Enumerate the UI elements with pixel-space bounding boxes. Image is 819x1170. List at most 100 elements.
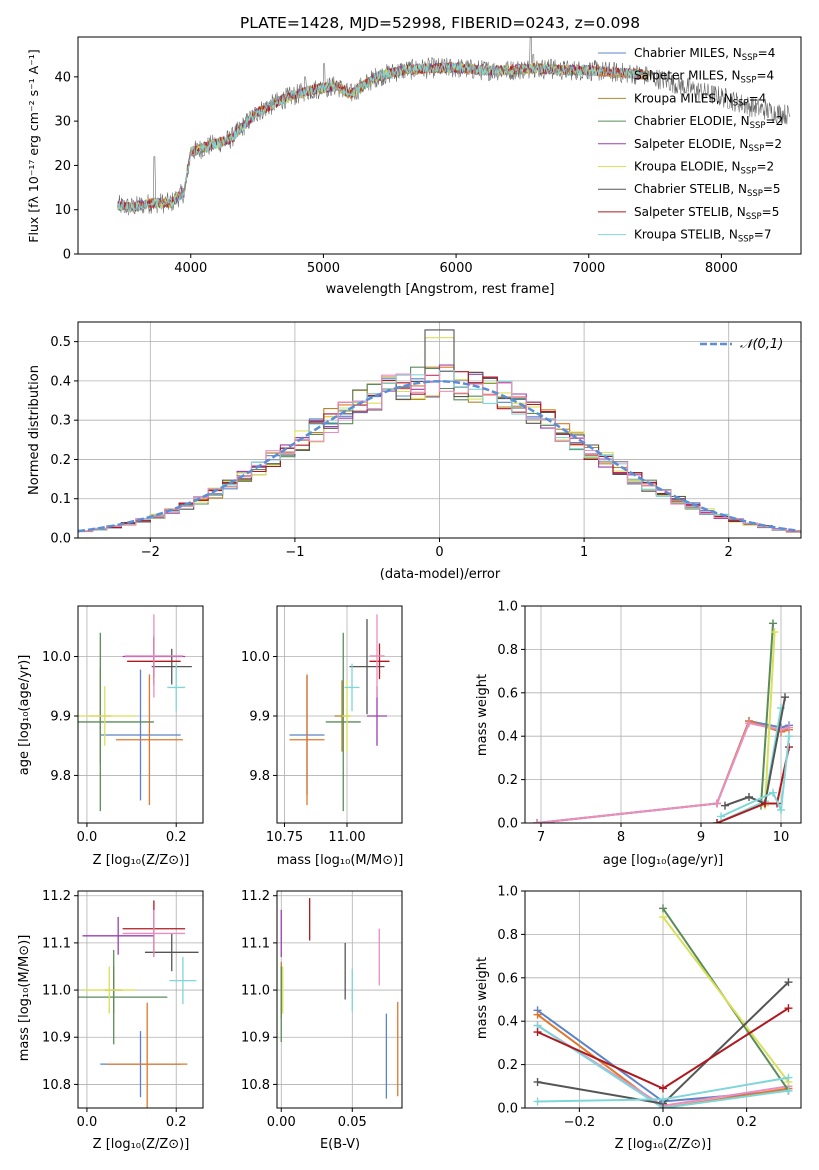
normal-curve-legend-label: 𝒩(0,1) — [740, 337, 783, 352]
legend-subscript: SSP — [747, 189, 763, 199]
y-tick-label: 0.4 — [497, 1015, 518, 1030]
y-tick-label: 0.0 — [497, 1102, 518, 1117]
mass-weight-vs-age-xlabel: age [log₁₀(age/yr)] — [603, 853, 724, 868]
spectrum-legend-label: Chabrier MILES, NSSP=4 — [634, 46, 775, 63]
y-tick-label: 1.0 — [497, 885, 518, 900]
mass-weight-vs-z-ylabel: mass weight — [475, 957, 490, 1039]
x-tick-label: 11.00 — [328, 830, 365, 845]
axes-frame — [524, 890, 802, 1109]
histogram-series-9 — [78, 373, 801, 534]
spectrum-line-2 — [117, 61, 649, 213]
legend-text: =5 — [763, 182, 781, 196]
x-tick-label: 8000 — [705, 261, 738, 276]
legend-text: Kroupa STELIB, N — [634, 228, 738, 242]
x-tick-label: 1 — [580, 545, 588, 560]
y-tick-label: 1.0 — [497, 600, 518, 615]
y-tick-label: 0.6 — [497, 971, 518, 986]
legend-text: Kroupa ELODIE, N — [634, 160, 741, 174]
errorbar-group — [280, 898, 399, 1099]
axes-frame — [77, 321, 802, 539]
x-tick-label: 6000 — [440, 261, 473, 276]
legend-subscript: SSP — [746, 212, 762, 222]
weight-line-8 — [720, 736, 790, 818]
y-tick-label: 10.0 — [241, 650, 270, 665]
x-tick-label: 0.0 — [653, 1115, 674, 1130]
legend-subscript: SSP — [748, 144, 764, 154]
legend-text: Chabrier STELIB, N — [634, 182, 747, 196]
spectrum-legend-label: Kroupa MILES, NSSP=4 — [634, 91, 766, 108]
y-tick-label: 0.2 — [50, 453, 71, 468]
mass-weight-vs-age-panel: 7 8 9 10 0.0 0.2 0.4 0.6 0.8 1.0 — [497, 600, 802, 845]
spectrum-line-3 — [117, 61, 649, 213]
spectrum-legend-label: Salpeter STELIB, NSSP=5 — [634, 205, 779, 222]
legend-text: Kroupa MILES, N — [634, 91, 733, 105]
legend-text: =5 — [762, 205, 780, 219]
legend-text: Chabrier ELODIE, N — [634, 114, 750, 128]
x-tick-label: 0.2 — [166, 830, 187, 845]
spectrum-line-0 — [117, 62, 649, 213]
legend-text: =2 — [764, 137, 782, 151]
legend-subscript: SSP — [733, 98, 749, 108]
errorbar-group — [78, 900, 199, 1108]
legend-text: Salpeter ELODIE, N — [634, 137, 748, 151]
y-tick-label: 10.9 — [241, 1031, 270, 1046]
x-tick-label: 0.05 — [338, 1115, 367, 1130]
y-tick-label: 9.9 — [249, 709, 270, 724]
mass-weight-vs-age-ylabel: mass weight — [475, 674, 490, 756]
figure-title: PLATE=1428, MJD=52998, FIBERID=0243, z=0… — [240, 14, 640, 32]
legend-subscript: SSP — [741, 76, 757, 86]
y-tick-label: 9.8 — [50, 769, 71, 784]
y-tick-label: 11.0 — [42, 984, 71, 999]
mass-vs-z-panel: 0.0 0.2 10.8 10.9 11.0 11.1 11.2 — [42, 889, 204, 1130]
x-tick-label: 7 — [537, 830, 545, 845]
mass-weight-vs-z-xlabel: Z [log₁₀(Z/Z⊙)] — [615, 1137, 712, 1152]
y-tick-label: 0.4 — [50, 374, 71, 389]
weight-line-3 — [760, 623, 774, 806]
weight-series-group — [533, 904, 793, 1108]
x-tick-label: 0 — [435, 545, 443, 560]
histogram-xlabel: (data-model)/error — [380, 567, 501, 582]
spectrum-legend-label: Salpeter ELODIE, NSSP=2 — [634, 137, 782, 154]
y-tick-label: 0.6 — [497, 686, 518, 701]
axes-frame — [77, 890, 204, 1109]
weight-series-group — [533, 619, 793, 823]
x-tick-label: 10 — [773, 830, 790, 845]
weight-line-5 — [764, 631, 776, 806]
y-tick-label: 10.9 — [42, 1031, 71, 1046]
weight-line-5 — [662, 916, 790, 1083]
legend-text: Salpeter MILES, N — [634, 69, 741, 83]
axes-frame — [276, 890, 403, 1109]
errorbar-group — [78, 614, 192, 812]
x-tick-label: 9 — [697, 830, 705, 845]
x-tick-label: −0.2 — [564, 1115, 596, 1130]
y-tick-label: 11.1 — [42, 936, 71, 951]
legend-text: Chabrier MILES, N — [634, 46, 742, 60]
legend-subscript: SSP — [741, 167, 757, 177]
legend-text: =4 — [756, 69, 774, 83]
y-tick-label: 40 — [54, 70, 71, 85]
y-tick-label: 10 — [54, 203, 71, 218]
x-tick-label: 0.00 — [267, 1115, 296, 1130]
y-tick-label: 11.2 — [241, 889, 270, 904]
spectrum-ylabel: Flux [fλ 10⁻¹⁷ erg cm⁻² s⁻¹ A⁻¹] — [26, 49, 41, 242]
histogram-panel: −2 −1 0 1 2 0.0 0.1 0.2 0.3 0.4 0.5 (data-model)/e… — [27, 321, 802, 582]
y-tick-label: 10.8 — [42, 1078, 71, 1093]
y-tick-label: 20 — [54, 159, 71, 174]
spectrum-legend-label: Salpeter MILES, NSSP=4 — [634, 69, 774, 86]
y-tick-label: 0 — [63, 248, 71, 263]
spectrum-line-5 — [117, 61, 649, 213]
spectrum-line-1 — [117, 62, 649, 213]
legend-subscript: SSP — [742, 53, 758, 63]
x-tick-label: −1 — [285, 545, 304, 560]
weight-line-6 — [724, 696, 786, 807]
mass-vs-ebv-xlabel: E(B-V) — [320, 1137, 360, 1152]
x-tick-label: 8 — [617, 830, 625, 845]
axes-frame — [276, 605, 403, 824]
y-tick-label: 11.0 — [241, 984, 270, 999]
y-tick-label: 0.4 — [497, 730, 518, 745]
legend-text: =2 — [766, 114, 784, 128]
axes-frame — [77, 36, 802, 255]
legend-text: =2 — [756, 160, 774, 174]
histogram-series-group — [78, 329, 801, 534]
